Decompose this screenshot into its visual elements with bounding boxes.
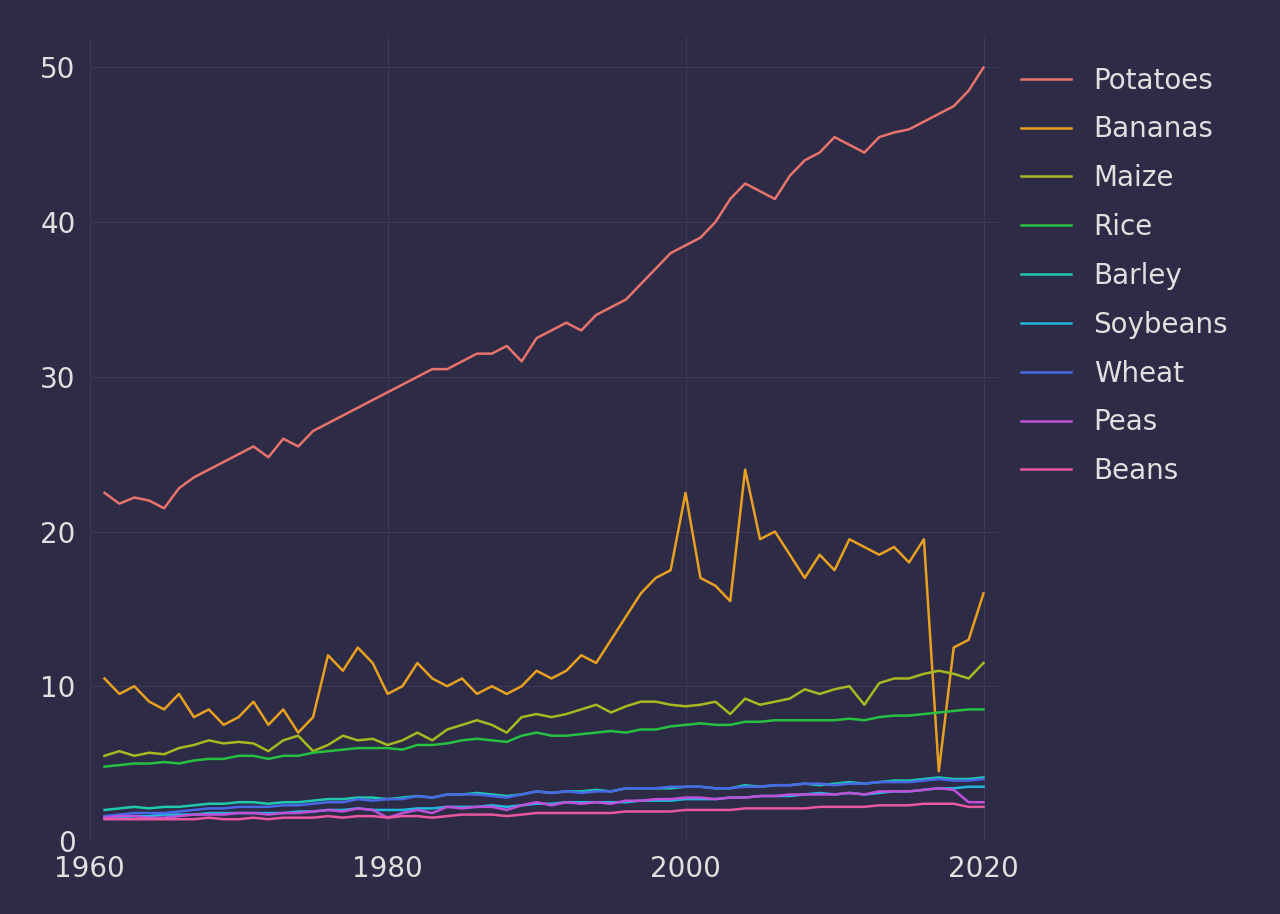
Rice: [246, 750, 261, 761]
Rice: [351, 742, 366, 753]
Bananas: [351, 642, 366, 653]
Bananas: [380, 688, 396, 699]
Barley: [380, 793, 396, 804]
Potatoes: [663, 248, 678, 259]
Bananas: [975, 588, 991, 599]
Soybeans: [648, 795, 663, 806]
Maize: [380, 739, 396, 750]
Potatoes: [156, 503, 172, 514]
Line: Rice: Rice: [105, 709, 983, 767]
Wheat: [931, 773, 946, 784]
Rice: [320, 746, 335, 757]
Barley: [351, 792, 366, 803]
Wheat: [394, 793, 410, 804]
Peas: [931, 782, 946, 793]
Line: Maize: Maize: [105, 663, 983, 756]
Maize: [320, 739, 335, 750]
Wheat: [97, 811, 113, 822]
Maize: [351, 735, 366, 746]
Maize: [975, 657, 991, 668]
Peas: [394, 808, 410, 819]
Soybeans: [961, 781, 977, 792]
Rice: [380, 742, 396, 753]
Wheat: [380, 793, 396, 804]
Soybeans: [351, 802, 366, 813]
Rice: [961, 704, 977, 715]
Wheat: [351, 793, 366, 804]
Line: Beans: Beans: [105, 803, 983, 819]
Soybeans: [97, 813, 113, 824]
Bananas: [737, 464, 753, 475]
Bananas: [97, 673, 113, 684]
Beans: [351, 811, 366, 822]
Peas: [246, 808, 261, 819]
Beans: [975, 802, 991, 813]
Barley: [97, 804, 113, 815]
Barley: [975, 772, 991, 783]
Wheat: [648, 782, 663, 793]
Line: Peas: Peas: [105, 788, 983, 818]
Potatoes: [97, 487, 113, 498]
Maize: [97, 750, 113, 761]
Line: Wheat: Wheat: [105, 779, 983, 816]
Rice: [394, 744, 410, 755]
Soybeans: [975, 781, 991, 792]
Peas: [648, 793, 663, 804]
Peas: [97, 813, 113, 824]
Beans: [916, 798, 932, 809]
Bananas: [246, 696, 261, 707]
Maize: [394, 735, 410, 746]
Potatoes: [394, 379, 410, 390]
Beans: [320, 811, 335, 822]
Barley: [931, 772, 946, 783]
Barley: [320, 793, 335, 804]
Peas: [320, 804, 335, 815]
Line: Soybeans: Soybeans: [105, 787, 983, 818]
Potatoes: [261, 452, 276, 462]
Bananas: [394, 681, 410, 692]
Beans: [97, 813, 113, 824]
Beans: [648, 806, 663, 817]
Beans: [246, 813, 261, 824]
Legend: Potatoes, Bananas, Maize, Rice, Barley, Soybeans, Wheat, Peas, Beans: Potatoes, Bananas, Maize, Rice, Barley, …: [1021, 67, 1229, 485]
Soybeans: [246, 808, 261, 819]
Soybeans: [394, 804, 410, 815]
Soybeans: [380, 804, 396, 815]
Potatoes: [335, 410, 351, 421]
Soybeans: [320, 804, 335, 815]
Wheat: [975, 773, 991, 784]
Line: Bananas: Bananas: [105, 470, 983, 771]
Maize: [246, 738, 261, 749]
Wheat: [320, 797, 335, 808]
Potatoes: [410, 371, 425, 382]
Bananas: [320, 650, 335, 661]
Peas: [380, 813, 396, 824]
Peas: [975, 797, 991, 808]
Barley: [246, 797, 261, 808]
Barley: [394, 792, 410, 803]
Rice: [97, 761, 113, 772]
Rice: [648, 724, 663, 735]
Bananas: [648, 572, 663, 583]
Beans: [380, 813, 396, 824]
Wheat: [246, 802, 261, 813]
Potatoes: [365, 395, 380, 406]
Line: Potatoes: Potatoes: [105, 68, 983, 508]
Potatoes: [975, 62, 991, 73]
Beans: [394, 811, 410, 822]
Maize: [648, 696, 663, 707]
Barley: [648, 782, 663, 793]
Bananas: [931, 766, 946, 777]
Peas: [351, 802, 366, 813]
Rice: [975, 704, 991, 715]
Line: Barley: Barley: [105, 778, 983, 810]
